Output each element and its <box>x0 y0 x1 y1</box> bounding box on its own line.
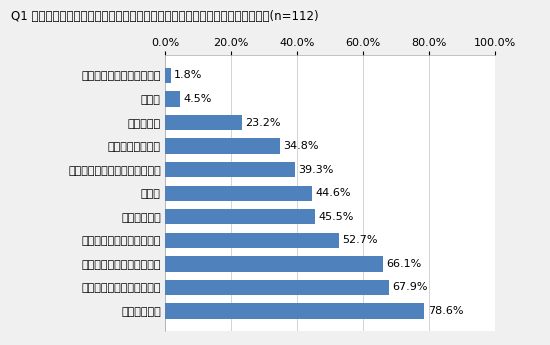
Text: 66.1%: 66.1% <box>387 259 422 269</box>
Bar <box>165 115 241 130</box>
Bar <box>165 138 280 154</box>
Text: 23.2%: 23.2% <box>245 118 280 128</box>
Text: 45.5%: 45.5% <box>318 212 354 222</box>
Bar <box>165 256 383 272</box>
Bar <box>165 233 339 248</box>
Bar <box>165 186 312 201</box>
Bar <box>165 162 295 177</box>
Text: 52.7%: 52.7% <box>342 235 378 245</box>
Bar <box>165 68 171 83</box>
Text: 39.3%: 39.3% <box>298 165 333 175</box>
Text: 34.8%: 34.8% <box>283 141 318 151</box>
Text: 44.6%: 44.6% <box>316 188 351 198</box>
Text: 78.6%: 78.6% <box>428 306 463 316</box>
Bar <box>165 91 180 107</box>
Text: Q1 クルーズ旅行ならではの魅力だと感じる要素を以下から全て選んでください(n=112): Q1 クルーズ旅行ならではの魅力だと感じる要素を以下から全て選んでください(n=… <box>11 10 318 23</box>
Text: 67.9%: 67.9% <box>392 283 428 293</box>
Bar <box>165 303 425 319</box>
Text: 1.8%: 1.8% <box>174 70 202 80</box>
Bar <box>165 280 389 295</box>
Text: 4.5%: 4.5% <box>183 94 212 104</box>
Bar <box>165 209 315 224</box>
